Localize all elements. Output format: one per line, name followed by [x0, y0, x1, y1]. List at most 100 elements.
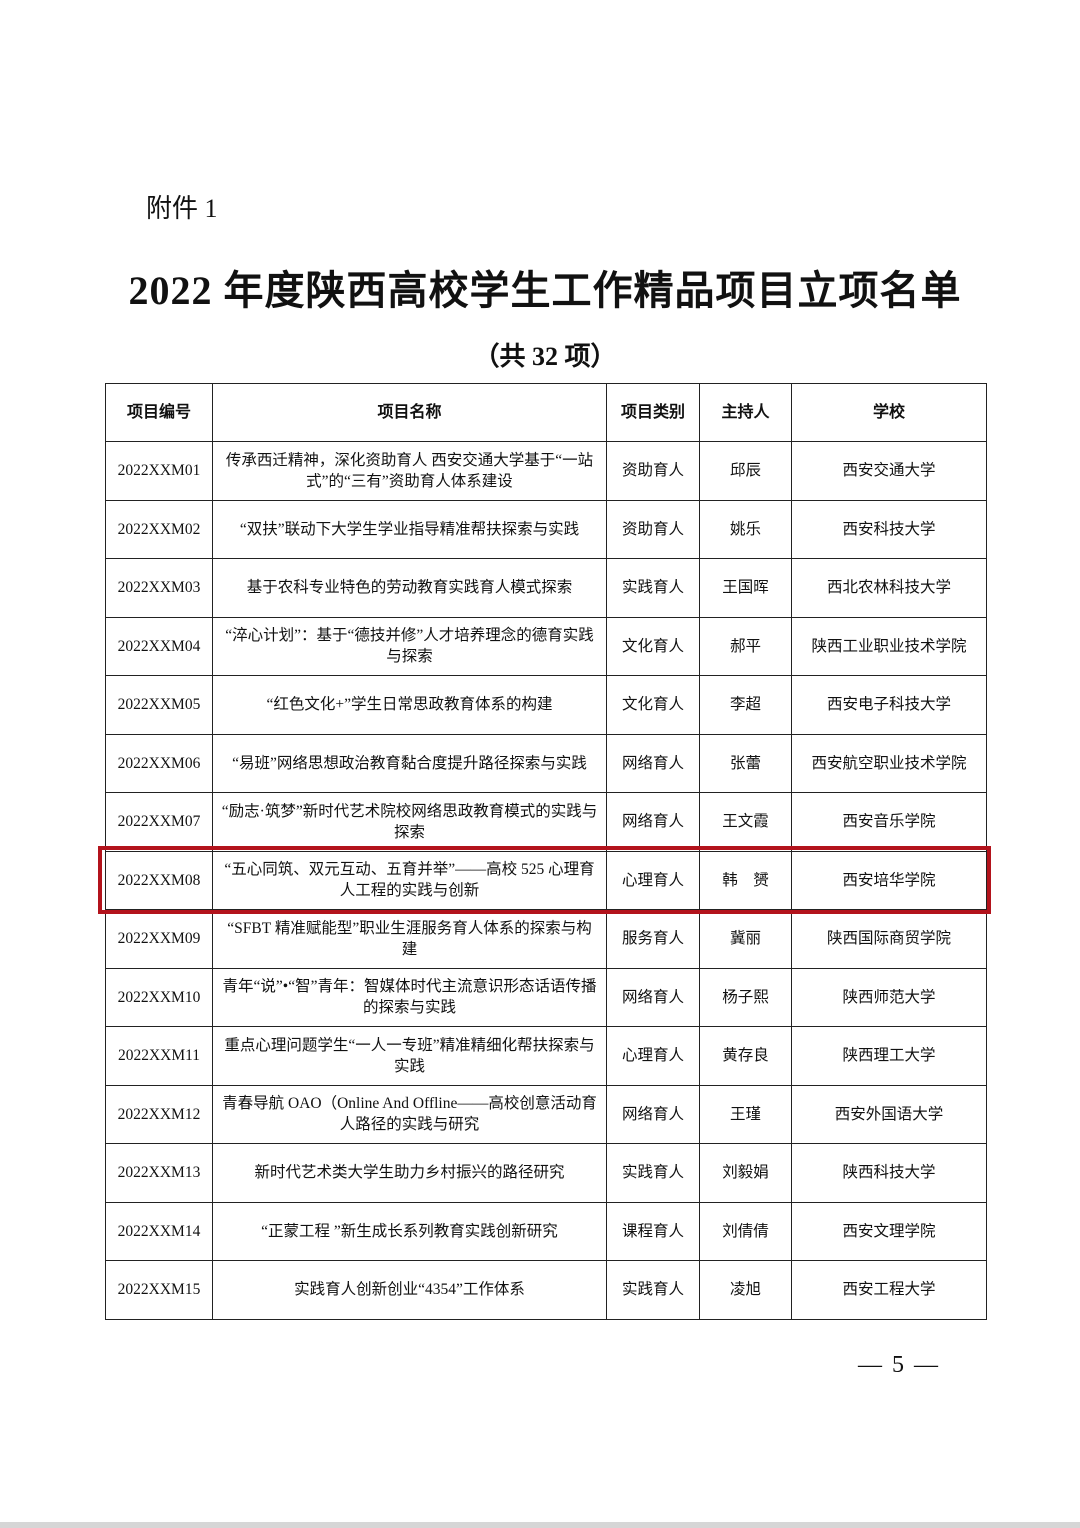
table-row: 2022XXM01 传承西迁精神，深化资助育人 西安交通大学基于“一站式”的“三有… [105, 441, 987, 501]
cell-category: 文化育人 [606, 675, 700, 735]
cell-leader: 姚乐 [699, 499, 792, 559]
cell-school: 陕西科技大学 [791, 1143, 987, 1203]
cell-leader: 张蕾 [699, 733, 792, 793]
table-row: 2022XXM15 实践育人创新创业“4354”工作体系 实践育人 凌旭 西安工程大学 [105, 1260, 987, 1320]
cell-leader: 王国晖 [699, 558, 792, 618]
cell-school: 西安航空职业技术学院 [791, 733, 987, 793]
cell-project-id: 2022XXM15 [105, 1260, 213, 1320]
cell-leader: 王文霞 [699, 792, 792, 852]
cell-school: 西安文理学院 [791, 1201, 987, 1261]
cell-project-name: 重点心理问题学生“一人一专班”精准精细化帮扶探索与实践 [212, 1026, 607, 1086]
table-row: 2022XXM10 青年“说”•“智”青年：智媒体时代主流意识形态话语传播的探索与… [105, 967, 987, 1027]
header-leader: 主持人 [699, 383, 792, 442]
cell-leader: 韩 赟 [699, 850, 792, 910]
table-row: 2022XXM06 “易班”网络思想政治教育黏合度提升路径探索与实践 网络育人 张蕾西… [105, 733, 987, 793]
cell-category: 心理育人 [606, 1026, 700, 1086]
cell-school: 西安培华学院 [791, 850, 987, 910]
cell-project-name: 实践育人创新创业“4354”工作体系 [212, 1260, 607, 1320]
cell-project-name: “易班”网络思想政治教育黏合度提升路径探索与实践 [212, 733, 607, 793]
table-row: 2022XXM08 “五心同筑、双元互动、五育并举”——高校 525 心理育人工程… [105, 850, 987, 910]
cell-category: 资助育人 [606, 441, 700, 501]
table-row: 2022XXM02 “双扶”联动下大学生学业指导精准帮扶探索与实践 资助育人 姚乐 西安… [105, 499, 987, 559]
header-category: 项目类别 [606, 383, 700, 442]
header-project-name: 项目名称 [212, 383, 607, 442]
cell-project-id: 2022XXM02 [105, 499, 213, 559]
cell-category: 心理育人 [606, 850, 700, 910]
cell-school: 西安音乐学院 [791, 792, 987, 852]
header-project-id: 项目编号 [105, 383, 213, 442]
cell-leader: 刘倩倩 [699, 1201, 792, 1261]
cell-category: 实践育人 [606, 558, 700, 618]
cell-leader: 凌旭 [699, 1260, 792, 1320]
cell-school: 陕西国际商贸学院 [791, 909, 987, 969]
attachment-label: 附件 1 [146, 194, 218, 223]
table-row: 2022XXM12 青春导航 OAO（Online And Offline——高校… [105, 1084, 987, 1144]
cell-project-name: “淬心计划”：基于“德技并修”人才培养理念的德育实践与探索 [212, 616, 607, 676]
cell-project-id: 2022XXM07 [105, 792, 213, 852]
item-count-note: （共 32 项） [473, 342, 617, 371]
cell-project-name: 青春导航 OAO（Online And Offline——高校创意活动育人路径的… [212, 1084, 607, 1144]
cell-project-name: “正蒙工程 ”新生成长系列教育实践创新研究 [212, 1201, 607, 1261]
header-school: 学校 [791, 383, 987, 442]
cell-category: 服务育人 [606, 909, 700, 969]
cell-project-name: 传承西迁精神，深化资助育人 西安交通大学基于“一站式”的“三有”资助育人体系建设 [212, 441, 607, 501]
cell-project-id: 2022XXM06 [105, 733, 213, 793]
cell-project-id: 2022XXM08 [105, 850, 213, 910]
cell-project-name: 青年“说”•“智”青年：智媒体时代主流意识形态话语传播的探索与实践 [212, 967, 607, 1027]
cell-category: 网络育人 [606, 792, 700, 852]
cell-project-name: “红色文化+”学生日常思政教育体系的构建 [212, 675, 607, 735]
cell-category: 实践育人 [606, 1260, 700, 1320]
cell-category: 文化育人 [606, 616, 700, 676]
cell-project-id: 2022XXM03 [105, 558, 213, 618]
page-number: — 5 — [858, 1352, 940, 1378]
cell-project-id: 2022XXM12 [105, 1084, 213, 1144]
bottom-edge [0, 1522, 1080, 1528]
cell-leader: 郝平 [699, 616, 792, 676]
cell-project-id: 2022XXM13 [105, 1143, 213, 1203]
cell-project-id: 2022XXM14 [105, 1201, 213, 1261]
table-row: 2022XXM04 “淬心计划”：基于“德技并修”人才培养理念的德育实践与探索 文化… [105, 616, 987, 676]
cell-school: 陕西师范大学 [791, 967, 987, 1027]
cell-leader: 刘毅娟 [699, 1143, 792, 1203]
cell-school: 西安外国语大学 [791, 1084, 987, 1144]
cell-leader: 黄存良 [699, 1026, 792, 1086]
cell-school: 西北农林科技大学 [791, 558, 987, 618]
cell-category: 网络育人 [606, 967, 700, 1027]
cell-category: 资助育人 [606, 499, 700, 559]
table-row: 2022XXM03 基于农科专业特色的劳动教育实践育人模式探索 实践育人 王国晖 西北农… [105, 558, 987, 618]
cell-school: 西安电子科技大学 [791, 675, 987, 735]
cell-category: 网络育人 [606, 1084, 700, 1144]
cell-project-id: 2022XXM09 [105, 909, 213, 969]
cell-project-id: 2022XXM10 [105, 967, 213, 1027]
table-row: 2022XXM09 “SFBT 精准赋能型”职业生涯服务育人体系的探索与构建 服务育… [105, 909, 987, 969]
table-row: 2022XXM11 重点心理问题学生“一人一专班”精准精细化帮扶探索与实践 心理育人… [105, 1026, 987, 1086]
project-table: 项目编号 项目名称 项目类别 主持人 学校 2022XXM01 传承西迁精神，深化… [105, 383, 987, 1320]
cell-project-id: 2022XXM11 [105, 1026, 213, 1086]
cell-project-id: 2022XXM05 [105, 675, 213, 735]
cell-school: 陕西理工大学 [791, 1026, 987, 1086]
table-row: 2022XXM05 “红色文化+”学生日常思政教育体系的构建 文化育人 李超 西安电子科… [105, 675, 987, 735]
cell-project-id: 2022XXM01 [105, 441, 213, 501]
cell-school: 西安工程大学 [791, 1260, 987, 1320]
table-row: 2022XXM14 “正蒙工程 ”新生成长系列教育实践创新研究 课程育人 刘倩倩 西安文… [105, 1201, 987, 1261]
cell-category: 实践育人 [606, 1143, 700, 1203]
cell-school: 西安科技大学 [791, 499, 987, 559]
cell-project-name: “SFBT 精准赋能型”职业生涯服务育人体系的探索与构建 [212, 909, 607, 969]
cell-project-name: 基于农科专业特色的劳动教育实践育人模式探索 [212, 558, 607, 618]
document-title: 2022 年度陕西高校学生工作精品项目立项名单 [128, 268, 962, 313]
cell-project-name: “双扶”联动下大学生学业指导精准帮扶探索与实践 [212, 499, 607, 559]
cell-project-name: “励志·筑梦”新时代艺术院校网络思政教育模式的实践与探索 [212, 792, 607, 852]
cell-leader: 李超 [699, 675, 792, 735]
cell-category: 课程育人 [606, 1201, 700, 1261]
table-header-row: 项目编号 项目名称 项目类别 主持人 学校 [105, 383, 987, 442]
cell-category: 网络育人 [606, 733, 700, 793]
cell-leader: 杨子熙 [699, 967, 792, 1027]
cell-leader: 王瑾 [699, 1084, 792, 1144]
table-row: 2022XXM13 新时代艺术类大学生助力乡村振兴的路径研究 实践育人 刘毅娟 陕西科技… [105, 1143, 987, 1203]
cell-leader: 邱辰 [699, 441, 792, 501]
cell-project-id: 2022XXM04 [105, 616, 213, 676]
cell-school: 陕西工业职业技术学院 [791, 616, 987, 676]
cell-leader: 冀丽 [699, 909, 792, 969]
table-row: 2022XXM07 “励志·筑梦”新时代艺术院校网络思政教育模式的实践与探索 网络育… [105, 792, 987, 852]
cell-project-name: 新时代艺术类大学生助力乡村振兴的路径研究 [212, 1143, 607, 1203]
